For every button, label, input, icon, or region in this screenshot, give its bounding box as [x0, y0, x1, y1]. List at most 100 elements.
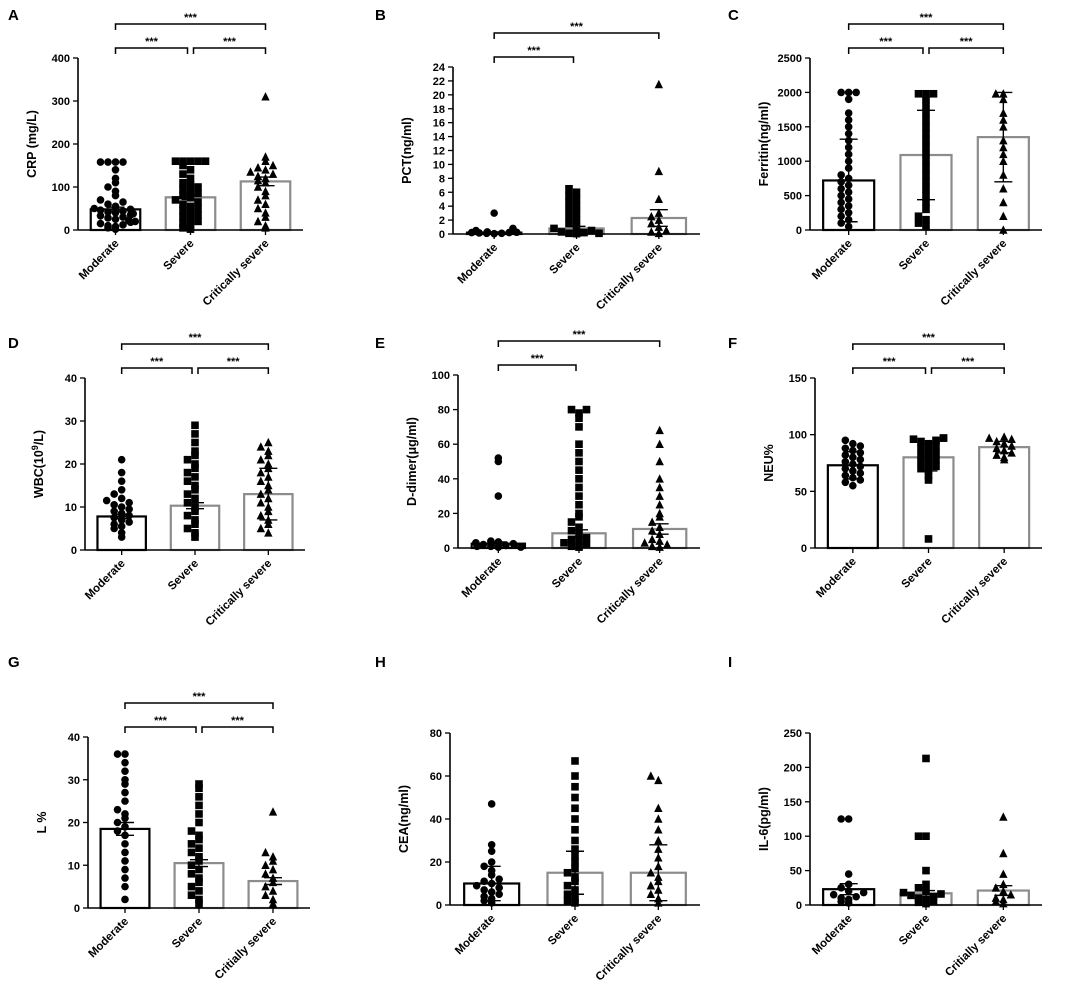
data-point — [256, 476, 266, 485]
data-point — [268, 899, 278, 908]
data-point — [261, 860, 270, 870]
data-point — [571, 825, 579, 834]
y-axis-label: IL-6(pg/ml) — [757, 787, 771, 851]
data-point — [195, 810, 203, 818]
data-point — [571, 804, 579, 813]
data-point — [195, 844, 203, 852]
data-point — [655, 482, 664, 492]
y-tick-label: 100 — [52, 182, 70, 194]
significance-label: *** — [531, 353, 545, 365]
data-point — [186, 215, 195, 224]
data-point — [104, 183, 112, 191]
data-point — [984, 433, 994, 442]
significance-bracket — [493, 32, 660, 39]
data-point — [256, 498, 266, 507]
data-point — [131, 217, 140, 226]
data-point — [575, 440, 583, 448]
data-point — [191, 451, 199, 460]
y-axis-label-unit: /L) — [32, 430, 46, 445]
significance-bracket — [114, 23, 267, 30]
data-point — [179, 161, 187, 170]
data-point — [179, 185, 187, 193]
significance-label: *** — [145, 36, 159, 48]
significance-label: *** — [527, 45, 541, 57]
data-point — [991, 893, 1001, 902]
data-point — [837, 184, 845, 193]
y-tick-label: 20 — [68, 818, 80, 830]
data-point — [191, 516, 199, 524]
data-point — [191, 486, 199, 494]
data-point — [117, 468, 126, 477]
data-point — [117, 522, 126, 531]
data-point — [187, 882, 196, 891]
data-point — [179, 206, 187, 215]
data-point — [256, 489, 266, 498]
data-point — [261, 186, 270, 196]
data-point — [110, 507, 118, 516]
x-category-label: Critically severe — [204, 558, 275, 629]
data-point — [575, 414, 583, 423]
significance-label: *** — [231, 715, 245, 727]
y-tick-label: 0 — [436, 900, 442, 912]
significance-label: *** — [570, 21, 584, 33]
y-tick-label: 20 — [430, 857, 442, 869]
significance-label: *** — [879, 36, 893, 48]
data-point — [253, 203, 263, 213]
data-point — [999, 211, 1008, 221]
data-point — [125, 518, 133, 526]
significance-label: *** — [961, 356, 975, 368]
y-axis-label: L % — [35, 812, 49, 834]
significance-label: *** — [920, 12, 934, 24]
data-point — [110, 520, 118, 528]
data-point — [837, 191, 845, 200]
y-tick-label: 10 — [65, 502, 77, 514]
y-axis-label-text: Ferritin(ng/ml) — [757, 102, 771, 187]
data-point — [261, 152, 270, 161]
significance-bracket — [197, 367, 270, 374]
data-point — [268, 864, 278, 874]
data-point — [96, 212, 105, 220]
data-point — [932, 462, 940, 471]
data-point — [1006, 890, 1016, 899]
data-point — [195, 784, 203, 793]
data-point — [640, 538, 649, 547]
data-point — [654, 228, 664, 238]
data-point — [117, 477, 126, 486]
y-tick-label: 30 — [65, 416, 77, 428]
data-point — [487, 537, 495, 545]
data-point — [90, 204, 99, 213]
data-point — [119, 198, 127, 206]
data-point — [195, 887, 203, 895]
significance-label: *** — [154, 715, 168, 727]
y-tick-label: 0 — [439, 229, 445, 241]
data-point — [859, 888, 868, 897]
significance-label: *** — [573, 329, 587, 341]
data-point — [565, 219, 573, 228]
data-point — [121, 857, 129, 865]
data-point — [113, 827, 122, 835]
y-tick-label: 12 — [433, 146, 445, 158]
data-point — [121, 797, 129, 805]
data-point — [844, 109, 853, 117]
data-point — [264, 450, 273, 460]
data-point — [580, 228, 588, 237]
data-point — [849, 481, 857, 490]
data-point — [567, 518, 576, 526]
significance-label: *** — [922, 332, 936, 344]
y-tick-label: 14 — [433, 132, 446, 144]
significance-bracket — [847, 23, 1005, 30]
y-tick-label: 40 — [438, 474, 450, 486]
data-point — [253, 195, 263, 204]
x-category-label: Moderate — [810, 238, 855, 283]
data-point — [932, 436, 940, 445]
data-point — [992, 443, 1001, 453]
data-point — [575, 423, 583, 431]
data-point — [179, 157, 187, 165]
significance-bracket — [852, 343, 1005, 350]
data-point — [655, 500, 664, 509]
y-tick-label: 400 — [52, 53, 70, 65]
data-point — [924, 476, 933, 484]
data-point — [261, 92, 270, 101]
y-tick-label: 2 — [439, 215, 445, 227]
y-tick-label: 16 — [433, 118, 445, 130]
